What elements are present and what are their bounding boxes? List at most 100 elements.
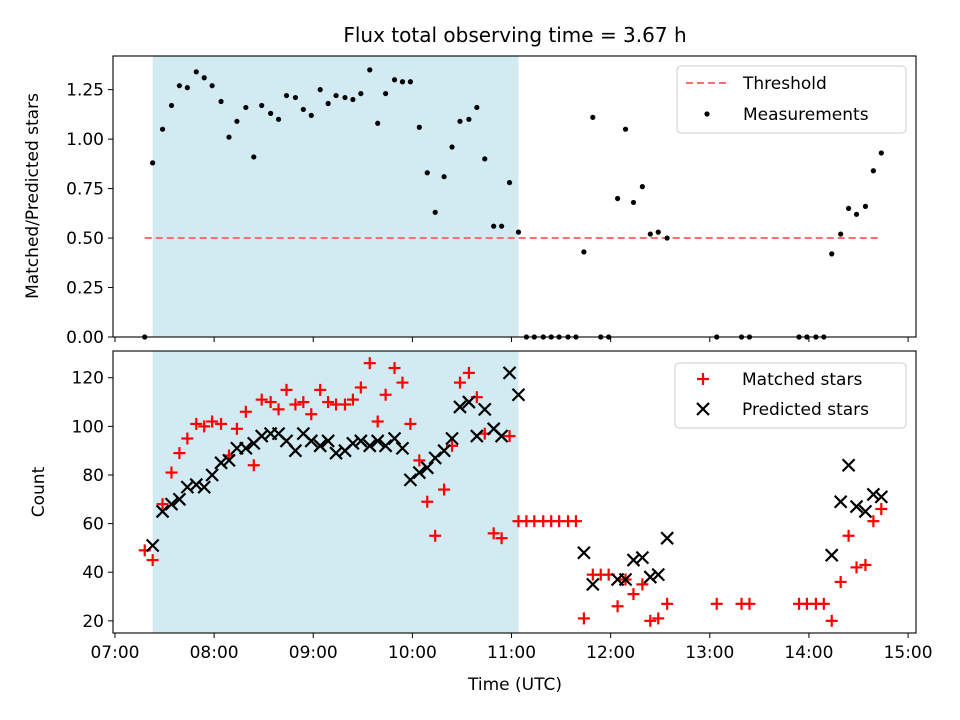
predicted-stars-point	[833, 494, 848, 509]
measurements-point	[358, 90, 364, 97]
y-tick-label: 1.25	[66, 81, 104, 101]
matched-stars-point	[363, 357, 376, 370]
x-tick-label: 13:00	[685, 643, 734, 663]
predicted-stars-point	[470, 429, 484, 443]
y-tick-label: 120	[72, 369, 104, 389]
measurements-point	[838, 231, 844, 237]
predicted-stars-point	[164, 497, 179, 511]
matched-stars-point	[230, 422, 243, 435]
measurements-point	[201, 75, 207, 81]
measurements-point	[168, 102, 175, 109]
matched-stars-point	[577, 612, 590, 625]
matched-stars-point	[453, 376, 466, 389]
measurements-point	[399, 79, 406, 85]
predicted-stars-point	[824, 548, 839, 562]
matched-stars-point	[710, 597, 723, 610]
predicted-stars-point	[155, 504, 170, 519]
measurements-point	[466, 116, 472, 122]
matched-stars-point	[173, 447, 186, 460]
measurements-point	[159, 126, 166, 132]
predicted-stars-point	[321, 434, 335, 448]
matched-stars-point	[146, 554, 159, 567]
predicted-stars-point	[858, 504, 873, 519]
predicted-stars-point	[577, 545, 591, 560]
matched-stars-point	[652, 612, 665, 625]
measurements-point	[209, 83, 215, 89]
measurements-point	[193, 69, 199, 75]
matched-stars-point	[487, 527, 500, 540]
predicted-stars-point	[428, 451, 442, 465]
legend-threshold-label: Threshold	[742, 74, 827, 94]
matched-stars-point	[314, 383, 327, 396]
matched-stars-point	[817, 597, 830, 610]
matched-stars-point	[825, 614, 838, 627]
measurements-point	[416, 124, 422, 130]
matched-stars-point	[396, 376, 409, 389]
measurements-point	[870, 168, 876, 174]
predicted-stars-point	[403, 473, 418, 487]
matched-stars-point	[247, 459, 260, 472]
measurements-point	[325, 100, 331, 107]
observing-window-shade	[152, 56, 519, 337]
x-tick-label: 09:00	[289, 643, 338, 663]
matched-stars-point	[388, 362, 401, 375]
measurements-point	[350, 96, 356, 103]
y-tick-label: 100	[72, 417, 104, 437]
measurements-point	[845, 205, 852, 211]
measurements-point	[150, 160, 156, 166]
measurements-point	[491, 223, 497, 229]
matched-stars-point	[305, 408, 318, 421]
y-axis-label-count: Count	[29, 466, 49, 517]
matched-stars-point	[429, 529, 442, 542]
measurements-point	[391, 77, 398, 83]
predicted-stars-point	[866, 487, 881, 502]
predicted-stars-point	[239, 441, 253, 456]
measurements-point	[615, 195, 621, 202]
x-tick-label: 14:00	[784, 643, 833, 663]
measurements-point	[259, 102, 265, 109]
predicted-stars-point	[462, 395, 476, 409]
predicted-stars-point	[313, 439, 327, 453]
matched-stars-point	[255, 393, 268, 406]
predicted-stars-point	[437, 443, 451, 458]
legend-measurements-label: Measurements	[743, 105, 869, 125]
predicted-stars-point	[420, 460, 435, 475]
legend-matched-swatch	[697, 373, 709, 385]
y-tick-label: 80	[82, 466, 104, 486]
predicted-stars-point	[387, 431, 402, 446]
predicted-stars-point	[841, 458, 856, 473]
matched-stars-point	[379, 388, 392, 401]
predicted-stars-point	[189, 477, 204, 492]
predicted-stars-point	[354, 434, 368, 448]
predicted-stars-point	[197, 480, 211, 494]
matched-stars-point	[264, 396, 277, 409]
legend-count: Matched stars Predicted stars	[674, 362, 907, 429]
y-tick-label: 0.25	[66, 279, 104, 299]
measurements-point	[367, 67, 373, 73]
measurements-point	[268, 110, 274, 116]
x-tick-label: 10:00	[388, 643, 437, 663]
predicted-stars-point	[222, 453, 236, 468]
measurements-point	[300, 106, 306, 113]
legend-ratio: Threshold Measurements	[676, 65, 907, 134]
measurements-point	[829, 251, 835, 257]
ratio-panel: 0.00 0.25 0.50 0.75 1.00 1.25 Matched/Predict…	[23, 55, 917, 348]
measurements-point	[292, 94, 299, 101]
measurements-point	[308, 112, 314, 118]
matched-stars-point	[354, 381, 367, 394]
predicted-stars-point	[874, 490, 889, 504]
matched-stars-point	[438, 483, 451, 496]
matched-stars-point	[190, 417, 203, 430]
matched-stars-point	[215, 417, 228, 430]
matched-stars-point	[413, 454, 426, 467]
measurements-point	[590, 114, 596, 120]
measurements-point	[622, 126, 629, 132]
measurements-point	[862, 203, 869, 209]
matched-stars-point	[404, 417, 417, 430]
measurements-point	[275, 116, 282, 122]
measurements-point	[424, 170, 430, 176]
measurements-point	[283, 92, 290, 99]
y-tick-label: 1.00	[66, 130, 104, 150]
matched-stars-point	[842, 529, 855, 542]
